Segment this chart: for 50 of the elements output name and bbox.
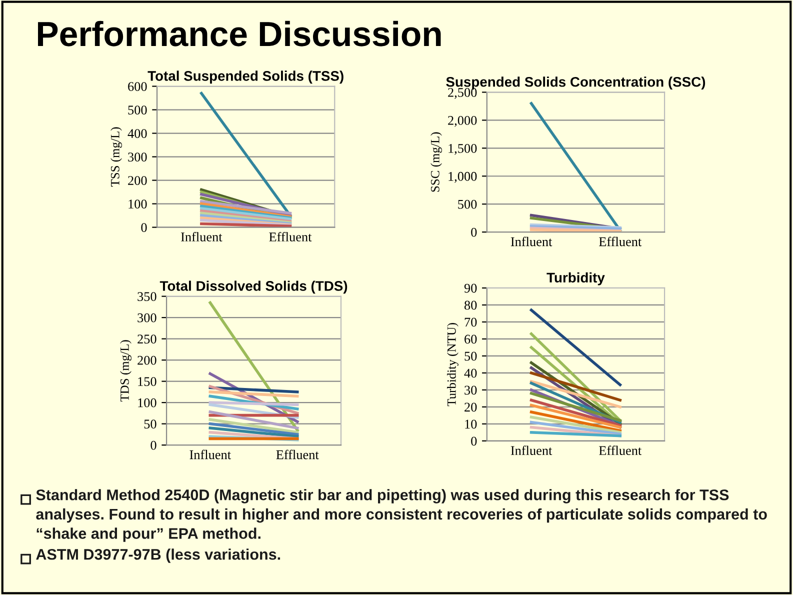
x-tick-label: Effluent <box>269 232 312 242</box>
y-axis-title: TDS (mg/L) <box>120 340 132 402</box>
text: Performance Discussion <box>38 20 441 46</box>
y-tick-label: 0 <box>471 436 477 446</box>
text: ASTM D3977-97B (less variations. <box>36 548 280 563</box>
y-tick-label: 90 <box>464 284 477 293</box>
chart-title: Total Dissolved Solids (TDS) <box>160 280 348 294</box>
x-tick-label: Effluent <box>276 450 319 460</box>
y-tick-label: 0 <box>141 223 147 232</box>
y-tick-label: 100 <box>128 200 147 208</box>
y-tick-label: 60 <box>464 334 477 344</box>
y-axis-title: TSS (mg/L) <box>110 127 122 187</box>
y-tick-label: 400 <box>128 129 147 138</box>
y-axis-title: SSC (mg/L) <box>430 132 442 192</box>
y-axis-title: Turbidity (NTU) <box>447 323 458 406</box>
y-tick-label: 2,500 <box>448 88 477 99</box>
y-tick-label: 0 <box>471 228 477 237</box>
y-tick-label: 1,000 <box>448 172 477 183</box>
x-tick-label: Effluent <box>599 446 642 456</box>
y-tick-label: 600 <box>128 82 147 91</box>
chart-title: Suspended Solids Concentration (SSC) <box>446 76 706 90</box>
y-tick-label: 100 <box>138 398 156 408</box>
text: Standard Method 2540D (Magnetic stir bar and pipetting) was used during this research for TSS analyses. Found to result in higher and more consistent recoveries of particulate solids compared to “shake and pour” EPA method. <box>36 489 767 542</box>
chart-title: Total Suspended Solids (TSS) <box>148 70 344 84</box>
y-tick-label: 70 <box>464 318 477 327</box>
y-tick-label: 250 <box>138 334 156 344</box>
y-tick-label: 10 <box>465 420 477 429</box>
y-tick-label: 150 <box>138 377 156 386</box>
y-tick-label: 200 <box>138 356 156 365</box>
x-tick-label: Influent <box>181 232 222 242</box>
x-tick-label: Influent <box>510 236 552 246</box>
x-tick-label: Effluent <box>599 236 642 246</box>
y-tick-label: 350 <box>138 292 156 302</box>
y-tick-label: 500 <box>458 200 477 209</box>
y-tick-label: 300 <box>128 152 147 162</box>
y-tick-label: 50 <box>464 352 477 361</box>
y-tick-label: 20 <box>464 402 477 412</box>
y-tick-label: 300 <box>138 313 156 322</box>
y-tick-label: 2,000 <box>448 116 477 127</box>
y-tick-label: 40 <box>464 368 477 378</box>
y-tick-label: 1,500 <box>448 144 477 155</box>
y-tick-label: 80 <box>464 300 477 310</box>
x-tick-label: Influent <box>190 450 231 460</box>
chart-title: Turbidity <box>546 272 605 286</box>
x-tick-label: Influent <box>510 446 552 456</box>
y-tick-label: 0 <box>150 440 156 450</box>
y-tick-label: 200 <box>128 176 147 185</box>
y-tick-label: 500 <box>128 106 147 114</box>
y-tick-label: 50 <box>144 420 156 429</box>
y-tick-label: 30 <box>464 386 477 395</box>
